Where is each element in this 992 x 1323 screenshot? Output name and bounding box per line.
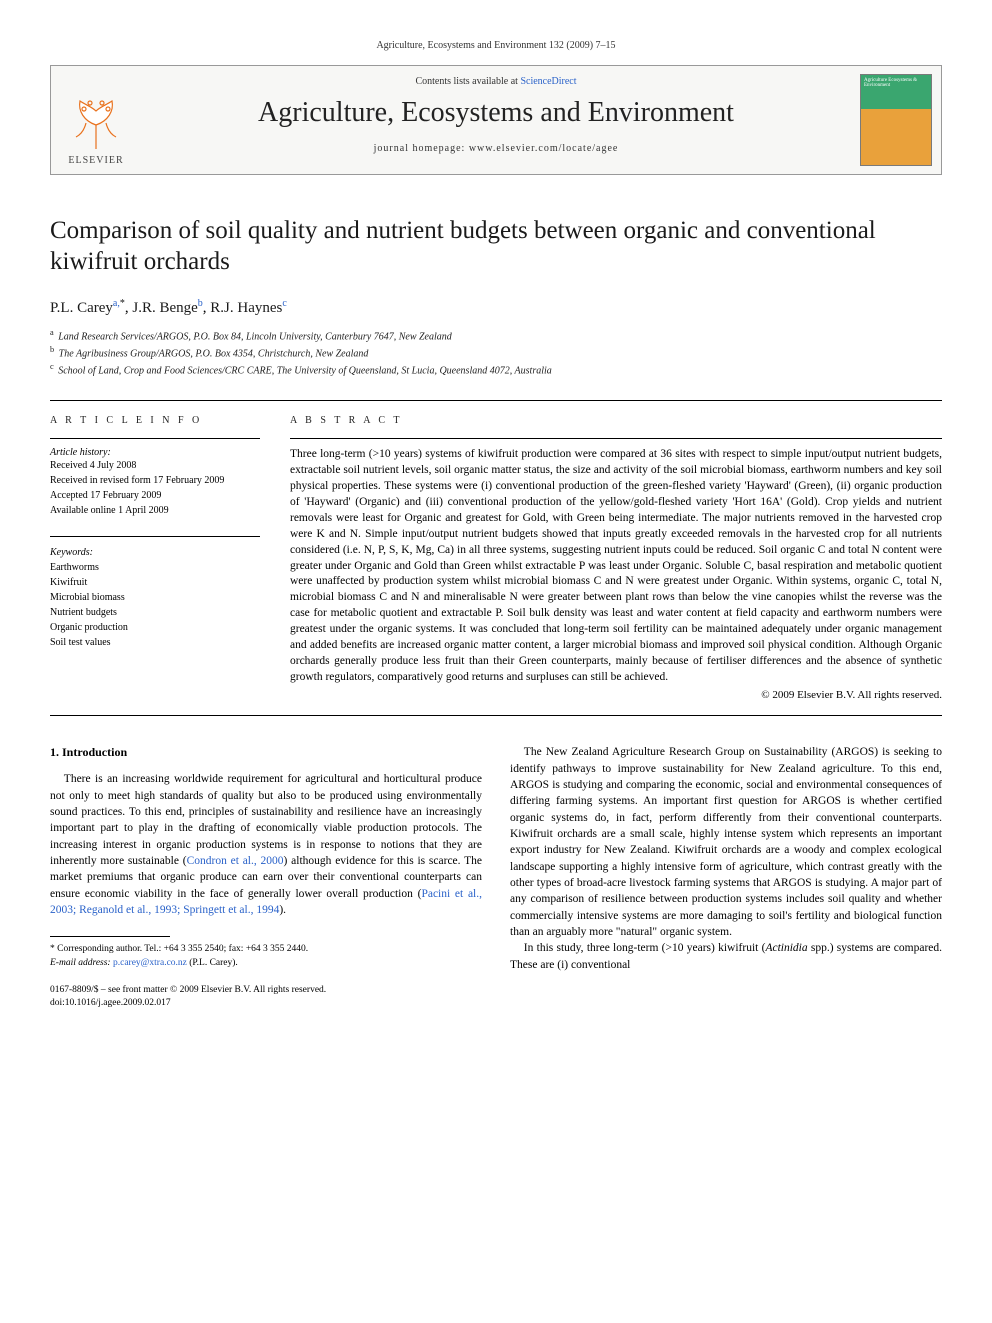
- history-line: Available online 1 April 2009: [50, 503, 260, 518]
- affil-text: School of Land, Crop and Food Sciences/C…: [58, 365, 552, 376]
- author-affmark: a,: [113, 298, 120, 309]
- footer-issn-line: 0167-8809/$ – see front matter © 2009 El…: [50, 984, 482, 997]
- divider: [50, 715, 942, 716]
- footnote-separator: [50, 936, 170, 937]
- journal-name: Agriculture, Ecosystems and Environment: [147, 97, 845, 129]
- affil-mark: c: [50, 362, 54, 371]
- publisher-logo-block: ELSEVIER: [51, 66, 141, 174]
- keyword: Earthworms: [50, 560, 260, 575]
- body-two-column: 1. Introduction There is an increasing w…: [50, 744, 942, 1010]
- journal-cover-thumb: Agriculture Ecosystems & Environment: [851, 66, 941, 174]
- keywords-label: Keywords:: [50, 545, 260, 560]
- body-italic: Actinidia: [765, 942, 807, 954]
- citation-link[interactable]: Condron et al., 2000: [187, 855, 284, 867]
- journal-homepage: journal homepage: www.elsevier.com/locat…: [147, 143, 845, 154]
- journal-masthead: ELSEVIER Contents lists available at Sci…: [50, 65, 942, 175]
- article-info-column: A R T I C L E I N F O Article history: R…: [50, 401, 260, 701]
- author-list: P.L. Careya,*, J.R. Bengeb, R.J. Haynesc: [50, 298, 942, 317]
- history-line: Received in revised form 17 February 200…: [50, 473, 260, 488]
- author-name: P.L. Carey: [50, 300, 113, 316]
- abstract-copyright: © 2009 Elsevier B.V. All rights reserved…: [290, 689, 942, 701]
- abstract-text: Three long-term (>10 years) systems of k…: [290, 447, 942, 685]
- keyword: Kiwifruit: [50, 575, 260, 590]
- elsevier-tree-icon: [66, 91, 126, 151]
- body-paragraph: In this study, three long-term (>10 year…: [510, 940, 942, 973]
- history-line: Accepted 17 February 2009: [50, 488, 260, 503]
- publisher-name: ELSEVIER: [68, 155, 123, 166]
- footnote-email-link[interactable]: p.carey@xtra.co.nz: [113, 958, 187, 968]
- footnote-email-label: E-mail address:: [50, 958, 111, 968]
- keyword: Nutrient budgets: [50, 605, 260, 620]
- body-paragraph: There is an increasing worldwide require…: [50, 771, 482, 918]
- divider: [290, 438, 942, 439]
- affiliations: a Land Research Services/ARGOS, P.O. Box…: [50, 327, 942, 379]
- corresponding-footnote: * Corresponding author. Tel.: +64 3 355 …: [50, 943, 482, 970]
- body-paragraph: The New Zealand Agriculture Research Gro…: [510, 744, 942, 940]
- history-label: Article history:: [50, 447, 260, 458]
- keyword: Soil test values: [50, 635, 260, 650]
- body-text: ).: [279, 904, 286, 916]
- body-text: In this study, three long-term (>10 year…: [524, 942, 766, 954]
- affil-text: Land Research Services/ARGOS, P.O. Box 8…: [58, 331, 452, 342]
- divider: [50, 536, 260, 537]
- keyword: Microbial biomass: [50, 590, 260, 605]
- affil-text: The Agribusiness Group/ARGOS, P.O. Box 4…: [59, 348, 369, 359]
- author-name: R.J. Haynes: [210, 300, 282, 316]
- abstract-head: A B S T R A C T: [290, 415, 942, 426]
- footer-doi-line: doi:10.1016/j.agee.2009.02.017: [50, 997, 482, 1010]
- contents-prefix: Contents lists available at: [415, 76, 520, 87]
- running-head: Agriculture, Ecosystems and Environment …: [50, 40, 942, 51]
- divider: [50, 438, 260, 439]
- history-line: Received 4 July 2008: [50, 458, 260, 473]
- cover-caption: Agriculture Ecosystems & Environment: [861, 75, 931, 109]
- body-text: There is an increasing worldwide require…: [50, 773, 482, 867]
- article-title: Comparison of soil quality and nutrient …: [50, 215, 942, 278]
- footnote-email-who: (P.L. Carey).: [189, 958, 238, 968]
- author-affmark: c: [282, 298, 286, 309]
- page-footer: 0167-8809/$ – see front matter © 2009 El…: [50, 984, 482, 1011]
- article-info-head: A R T I C L E I N F O: [50, 415, 260, 426]
- abstract-column: A B S T R A C T Three long-term (>10 yea…: [290, 401, 942, 701]
- section-head-intro: 1. Introduction: [50, 744, 482, 761]
- contents-line: Contents lists available at ScienceDirec…: [147, 76, 845, 87]
- author-name: J.R. Benge: [132, 300, 197, 316]
- affil-mark: a: [50, 328, 54, 337]
- keyword: Organic production: [50, 620, 260, 635]
- affil-mark: b: [50, 345, 54, 354]
- footnote-corr: * Corresponding author. Tel.: +64 3 355 …: [50, 943, 482, 956]
- sciencedirect-link[interactable]: ScienceDirect: [520, 76, 576, 87]
